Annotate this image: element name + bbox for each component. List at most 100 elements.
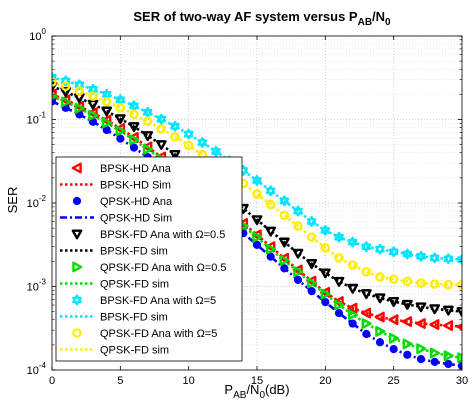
series-8-point [60, 75, 71, 87]
y-tick-base: 10 [27, 365, 39, 377]
y-tick-label: 10-2 [27, 194, 47, 210]
legend-marker-sample [72, 196, 82, 206]
series-2-point [403, 350, 412, 359]
y-tick-exp: -1 [39, 111, 47, 120]
series-2-point [430, 357, 439, 367]
series-6-point [443, 350, 454, 362]
series-2-point [129, 143, 139, 152]
series-10-point [443, 279, 454, 290]
legend-marker-sample [72, 294, 82, 306]
legend-entry: QPSK-HD Sim [60, 213, 172, 225]
legend-marker-sample [72, 328, 82, 338]
series-8-point [265, 185, 276, 197]
series-8-point [375, 243, 385, 255]
series-6-point [402, 338, 413, 350]
series-6-point [457, 352, 462, 364]
series-10-point [320, 243, 331, 253]
series-0-point [442, 320, 454, 332]
series-0-point [292, 264, 303, 276]
series-10-point [170, 132, 180, 142]
series-2-point [252, 240, 262, 249]
y-tick-label: 10-3 [27, 278, 47, 294]
series-8-point [74, 79, 85, 91]
series-2-point [362, 329, 371, 339]
series-4-point [169, 150, 181, 160]
legend-label: BPSK-FD sim [100, 312, 168, 324]
series-8-point [402, 248, 413, 260]
plot-area [52, 71, 462, 370]
series-6-point [142, 143, 154, 155]
series-4-point [60, 87, 72, 98]
series-4-point [292, 248, 304, 259]
legend: BPSK-HD Ana BPSK-HD Sim QPSK-HD Ana QPSK-HD… [55, 156, 243, 362]
series-6-point [334, 299, 345, 311]
series-10-point [375, 272, 385, 282]
series-10-point [361, 266, 372, 277]
series-10-point [402, 276, 413, 287]
y-axis-label: SER [5, 187, 20, 214]
series-2-point [307, 287, 316, 296]
series-6-point [429, 347, 441, 359]
series-4-point [101, 106, 113, 117]
legend-entry: BPSK-HD Ana [71, 162, 172, 175]
y-tick-base: 10 [27, 115, 39, 127]
y-tick-exp: -3 [39, 278, 47, 287]
series-10-point [429, 279, 440, 289]
xlabel-tail: (dB) [265, 382, 290, 397]
series-markers [52, 71, 462, 370]
series-2-point [375, 338, 385, 347]
legend-marker-sample [71, 229, 83, 240]
y-tick-base: 10 [27, 198, 39, 210]
series-4-point [456, 307, 462, 318]
series-6-point [388, 332, 400, 344]
x-tick-label: 5 [117, 375, 123, 387]
series-8-point [293, 205, 303, 217]
series-4-point [52, 81, 58, 92]
series-8-point [142, 106, 153, 118]
title-sub-0: 0 [385, 17, 391, 28]
legend-box [55, 156, 243, 362]
series-0-point [388, 314, 399, 326]
legend-entry: BPSK-FD Ana with Ω=0.5 [71, 229, 225, 241]
x-axis-label: PAB/N0(dB) [224, 382, 289, 401]
legend-label: QPSK-HD Sim [100, 213, 172, 225]
series-0-point [401, 316, 413, 327]
y-tick-label: 100 [29, 27, 46, 43]
series-0-point [347, 302, 358, 314]
series-8-point [388, 246, 399, 258]
legend-entry: QPSK-FD Ana with Ω=0.5 [72, 261, 227, 274]
chart-title: SER of two-way AF system versus PAB/N0 [133, 9, 391, 28]
legend-label: QPSK-FD sim [100, 345, 169, 357]
series-8-point [306, 216, 317, 227]
series-6-point [306, 277, 318, 289]
series-10-point [183, 140, 194, 151]
y-tick-label: 10-4 [27, 361, 47, 377]
series-8-point [347, 236, 358, 248]
series-0-point [360, 307, 372, 319]
series-4-point [429, 304, 441, 315]
series-8-point [457, 254, 462, 265]
series-4-point [114, 114, 126, 125]
legend-marker-sample [71, 162, 82, 174]
series-10-point [388, 274, 399, 285]
series-10-point [306, 232, 317, 242]
series-4-point [265, 226, 277, 237]
title-mid: /N [372, 9, 385, 24]
legend-entry: QPSK-HD Ana [72, 196, 173, 208]
series-8-point [252, 175, 262, 186]
series-4-point [401, 299, 413, 310]
series-6-point [252, 231, 263, 243]
series-6-point [320, 288, 331, 300]
series-10-point [252, 189, 262, 199]
series-0-point [429, 319, 440, 330]
y-tick-base: 10 [29, 31, 41, 43]
x-tick-label: 20 [319, 375, 331, 387]
series-6-point [375, 325, 386, 337]
series-4-point [306, 259, 318, 270]
series-8-point [211, 145, 221, 157]
series-4-point [251, 215, 263, 226]
xlabel-sub-ab: AB [233, 390, 247, 401]
series-10-point [293, 221, 303, 231]
